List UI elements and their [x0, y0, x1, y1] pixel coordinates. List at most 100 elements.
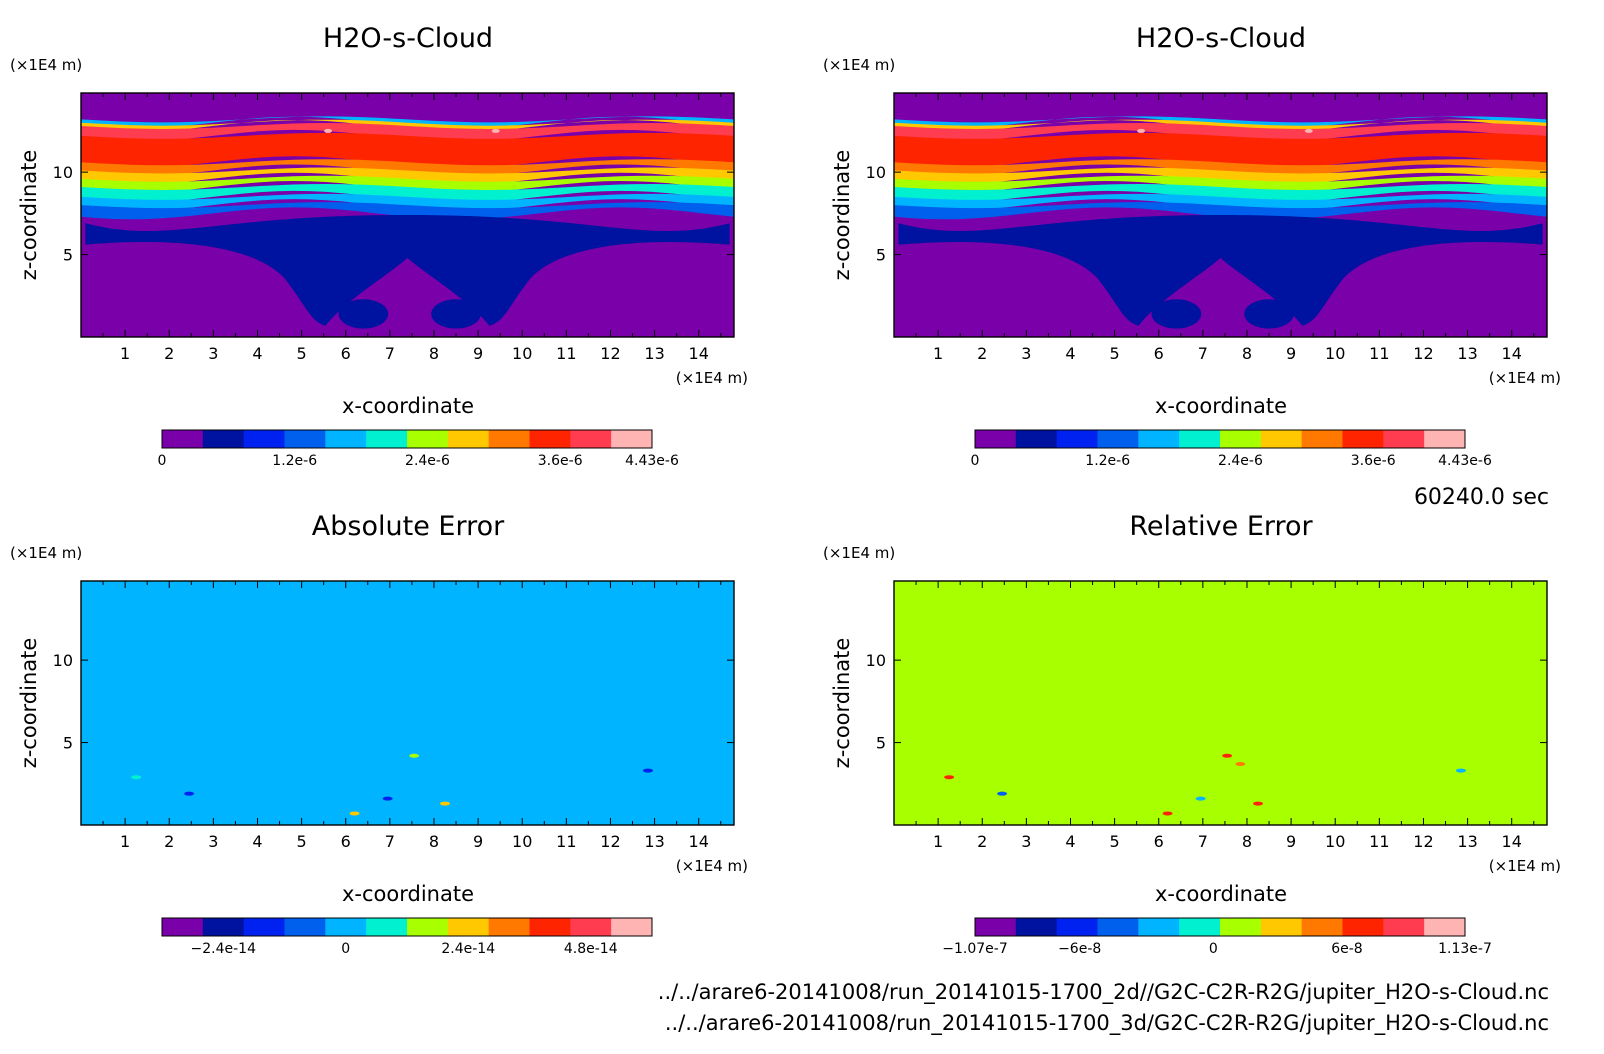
field-band: [81, 193, 734, 212]
colorbar-label: 4.43e-6: [1438, 453, 1492, 469]
plot-frame: [80, 580, 735, 826]
colorbar-segment: [284, 430, 326, 448]
colorbar-segment: [407, 430, 449, 448]
y-axis-label: z-coordinate: [830, 638, 854, 769]
x-tick-label: 10: [512, 832, 532, 851]
x-tick-label: 11: [1369, 832, 1389, 851]
field-dot: [491, 128, 500, 133]
colorbar-segment: [366, 430, 408, 448]
x-tick-label: 12: [600, 832, 620, 851]
colorbar-segment: [284, 918, 326, 936]
colorbar-segment: [407, 918, 449, 936]
colorbar-label: 3.6e-6: [1351, 453, 1396, 469]
x-tick-label: 6: [341, 832, 351, 851]
colorbar-frame: [974, 429, 1466, 449]
plot-frame: [80, 92, 735, 338]
x-tick-label: 6: [1154, 832, 1164, 851]
x-unit-label: (×1E4 m): [676, 369, 748, 387]
field-band: [894, 132, 1547, 169]
panel-title: H2O-s-Cloud: [1136, 23, 1306, 54]
field-band: [81, 167, 734, 185]
colorbar-label: −6e-8: [1058, 941, 1101, 957]
colorbar-segment: [1383, 430, 1425, 448]
field-band: [894, 193, 1547, 212]
field-dot: [324, 128, 333, 133]
x-tick-label: 12: [1413, 344, 1433, 363]
field-dot: [1137, 128, 1146, 133]
panel-title: Absolute Error: [312, 511, 505, 542]
x-tick-label: 14: [1502, 344, 1522, 363]
x-tick-label: 5: [297, 832, 307, 851]
colorbar-segment: [570, 918, 612, 936]
colorbar-segment: [1138, 430, 1180, 448]
colorbar-segment: [975, 430, 1017, 448]
field-band: [81, 202, 734, 220]
colorbar-segment: [1301, 918, 1343, 936]
panel-title: H2O-s-Cloud: [323, 23, 493, 54]
x-tick-label: 9: [1286, 832, 1296, 851]
x-tick-label: 13: [644, 832, 664, 851]
colorbar-segment: [611, 918, 653, 936]
field-band: [81, 132, 734, 169]
x-tick-label: 1: [933, 344, 943, 363]
field-background: [81, 581, 734, 825]
x-tick-label: 8: [429, 344, 439, 363]
x-tick-label: 13: [1457, 344, 1477, 363]
x-axis-label: x-coordinate: [1155, 394, 1287, 418]
field-spot: [944, 775, 955, 780]
x-tick-label: 7: [1198, 344, 1208, 363]
y-axis-label: z-coordinate: [830, 150, 854, 281]
field-spot: [1253, 801, 1264, 806]
field-band: [894, 184, 1547, 203]
field-spot: [1162, 811, 1173, 816]
field-spot: [1195, 796, 1206, 801]
x-tick-label: 11: [1369, 344, 1389, 363]
field-spot: [382, 796, 393, 801]
colorbar-segment: [1056, 918, 1098, 936]
colorbar-segment: [1015, 918, 1058, 936]
field-dot: [1304, 128, 1313, 133]
time-label: 60240.0 sec: [1414, 485, 1549, 510]
colorbar-segment: [1097, 918, 1139, 936]
file-path-2d: ../../arare6-20141008/run_20141015-1700_…: [658, 980, 1549, 1005]
x-tick-label: 6: [341, 344, 351, 363]
x-tick-label: 14: [1502, 832, 1522, 851]
colorbar-segment: [202, 918, 245, 936]
colorbar-segment: [447, 430, 490, 448]
field: [894, 93, 1547, 337]
file-path-3d: ../../arare6-20141008/run_20141015-1700_…: [665, 1011, 1549, 1036]
colorbar-segment: [1301, 430, 1343, 448]
field-band: [81, 123, 734, 142]
x-tick-label: 10: [512, 344, 532, 363]
colorbar-label: 1.2e-6: [1085, 453, 1130, 469]
y-unit-label: (×1E4 m): [823, 56, 895, 74]
field-blob: [431, 299, 481, 329]
colorbar-segment: [366, 918, 408, 936]
x-tick-label: 10: [1325, 832, 1345, 851]
x-tick-label: 12: [1413, 832, 1433, 851]
colorbar-label: 1.13e-7: [1438, 941, 1492, 957]
plot-frame: [893, 92, 1548, 338]
x-tick-label: 8: [429, 832, 439, 851]
y-tick-label: 10: [866, 651, 886, 670]
x-unit-label: (×1E4 m): [1489, 369, 1561, 387]
field-blob: [1151, 299, 1202, 329]
x-tick-label: 2: [977, 832, 987, 851]
field-band: [81, 93, 734, 120]
x-tick-label: 6: [1154, 344, 1164, 363]
field-blob: [338, 299, 389, 329]
x-unit-label: (×1E4 m): [1489, 857, 1561, 875]
colorbar-segment: [1260, 430, 1303, 448]
field-band: [81, 175, 734, 193]
panel-2: Absolute Error (×1E4 m) z-coordinate (×1E4 …: [10, 511, 748, 957]
field-band: [894, 123, 1547, 142]
field-band: [81, 119, 734, 132]
x-tick-label: 2: [977, 344, 987, 363]
x-axis-label: x-coordinate: [1155, 882, 1287, 906]
field-spot: [642, 768, 653, 773]
x-tick-label: 4: [252, 344, 262, 363]
x-tick-label: 5: [1110, 344, 1120, 363]
colorbar-label: −1.07e-7: [942, 941, 1007, 957]
x-tick-label: 3: [208, 832, 218, 851]
field-band: [894, 116, 1547, 129]
